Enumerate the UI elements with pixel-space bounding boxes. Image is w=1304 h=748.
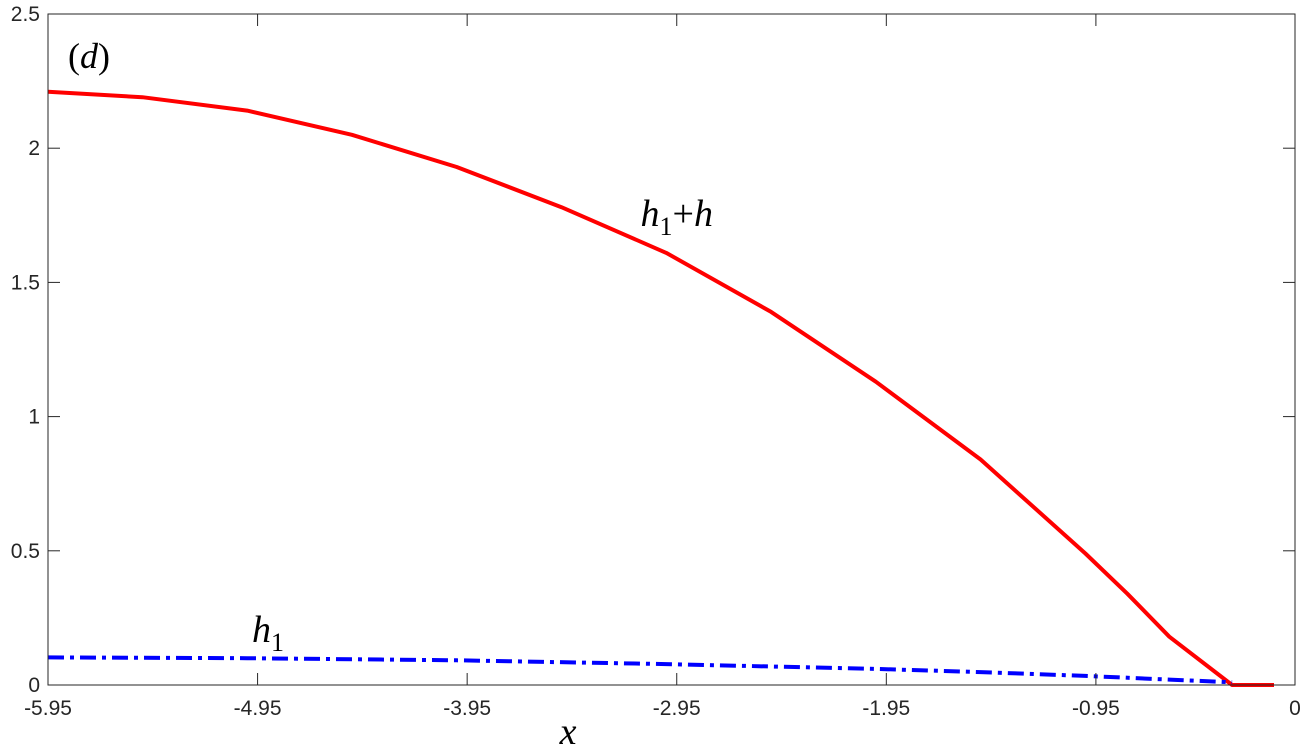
y-tick-label: 1.5 [11, 271, 40, 294]
y-tick-label: 2.5 [11, 3, 40, 26]
x-axis-label: x [559, 711, 577, 748]
x-tick-label: -4.95 [234, 697, 282, 720]
y-tick-label: 2 [28, 137, 40, 160]
y-tick-label: 0.5 [11, 540, 40, 563]
series-line-0 [47, 89, 1274, 687]
axes-box [47, 13, 1296, 686]
y-tick-label: 0 [28, 674, 40, 697]
x-tick-label: -1.95 [862, 697, 910, 720]
x-tick-label: 0 [1289, 697, 1301, 720]
series-label-1: h1 [252, 609, 284, 657]
series-label-0: h1+h [641, 193, 713, 241]
x-tick-label: -5.95 [24, 697, 72, 720]
panel-label-letter: d [80, 36, 99, 76]
x-tick-label: -3.95 [443, 697, 491, 720]
panel-label: (d) [68, 36, 110, 76]
x-tick-label: -2.95 [653, 697, 701, 720]
series-line-1 [47, 655, 1233, 685]
y-tick-label: 1 [28, 406, 40, 429]
plot-area [48, 14, 1295, 685]
x-tick-label: -0.95 [1072, 697, 1120, 720]
